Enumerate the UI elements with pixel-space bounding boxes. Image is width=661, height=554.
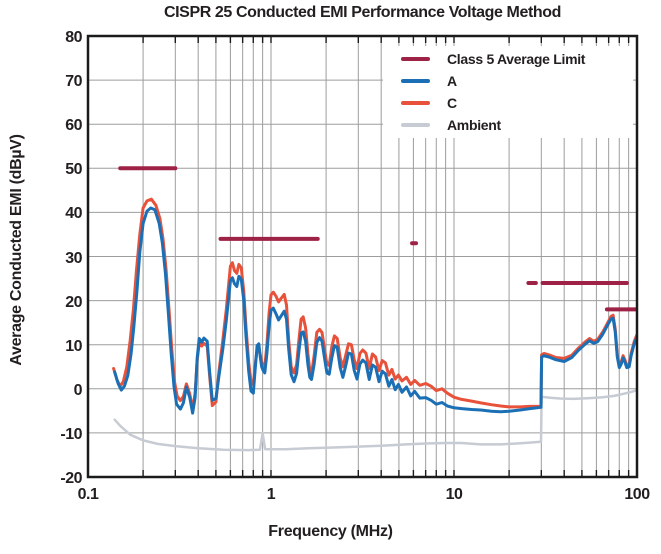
y-tick-label: 80 — [65, 29, 82, 46]
legend-swatch — [401, 123, 430, 127]
x-tick-label: 0.1 — [77, 486, 99, 503]
data-series — [112, 197, 637, 452]
y-tick-label: 30 — [65, 249, 82, 267]
x-tick-label: 1 — [266, 486, 276, 503]
legend-swatch — [401, 101, 430, 105]
legend-item: A — [383, 70, 633, 92]
y-tick-label: 60 — [65, 117, 82, 135]
x-axis-title: Frequency (MHz) — [268, 523, 393, 540]
series-line-a — [113, 206, 637, 415]
chart-title: CISPR 25 Conducted EMI Performance Volta… — [163, 4, 562, 21]
x-tick-label: 100 — [624, 486, 650, 503]
y-tick-label: 50 — [65, 161, 82, 179]
legend-swatch — [401, 79, 430, 83]
legend-item: Ambient — [383, 114, 633, 136]
y-tick-label: 20 — [65, 293, 82, 311]
legend-label: A — [447, 73, 457, 89]
y-tick-label: 40 — [65, 205, 82, 223]
legend-label: C — [447, 95, 457, 111]
y-tick-label: 10 — [65, 337, 82, 355]
y-tick-label: 70 — [65, 73, 82, 91]
plot-border — [86, 34, 639, 479]
legend-label: Ambient — [447, 117, 501, 133]
legend-item: C — [383, 92, 633, 114]
limit-segments — [118, 166, 637, 312]
y-tick-label: -20 — [60, 470, 82, 487]
series-line-ambient — [113, 388, 637, 452]
legend-swatch — [401, 57, 430, 61]
y-tick-label: -10 — [60, 425, 82, 443]
legend-item: Class 5 Average Limit — [383, 48, 633, 70]
series-line-c — [112, 197, 637, 411]
x-tick-label: 10 — [445, 486, 463, 503]
y-tick-label: 0 — [73, 381, 83, 399]
chart-legend: Class 5 Average Limit A C Ambient — [383, 46, 633, 138]
legend-label: Class 5 Average Limit — [447, 51, 586, 67]
